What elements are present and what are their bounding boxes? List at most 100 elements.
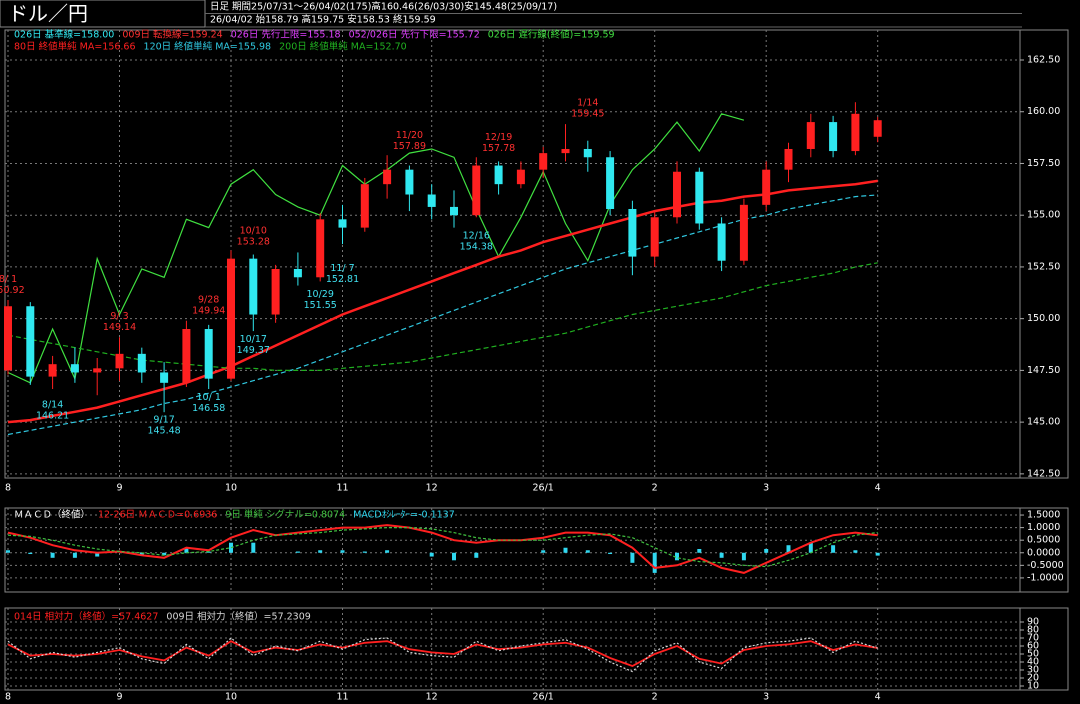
y-tick-label: -1.0000 (1027, 572, 1064, 583)
x-tick-label: 10 (225, 483, 237, 494)
candle-body (93, 368, 102, 373)
legend-entry: 009日 転換線=159.24 (122, 29, 222, 41)
annotation-value: 159.45 (571, 109, 604, 120)
series-line (7, 640, 878, 667)
candle-body (762, 169, 771, 205)
x-tick-label: 26/1 (533, 483, 554, 494)
histogram-bar (28, 552, 33, 555)
annotation-value: 151.55 (304, 300, 337, 311)
x-tick-label: 10 (225, 692, 237, 703)
candle-body (806, 122, 815, 149)
annotation-value: 146.58 (192, 403, 225, 414)
axis-frame (1019, 607, 1069, 691)
y-tick-label: 142.50 (1027, 468, 1060, 479)
candle-body (739, 204, 748, 261)
annotation-value: 153.28 (237, 236, 270, 247)
candle-body (427, 194, 436, 207)
x-tick-label: 3 (763, 483, 769, 494)
candle-body (48, 364, 57, 377)
annotation-value: 146.21 (36, 411, 69, 422)
series-line (7, 179, 878, 424)
annotation-value: 152.81 (326, 274, 359, 285)
y-tick-label: 0.5000 (1027, 535, 1060, 546)
histogram-bar (563, 547, 568, 553)
histogram-bar (139, 552, 144, 556)
candle-body (717, 223, 726, 261)
histogram-bar (853, 550, 858, 553)
y-tick-label: 147.50 (1027, 365, 1060, 376)
x-tick-label: 2 (652, 692, 658, 703)
annotation-date: 12/19 (485, 132, 512, 143)
legend-entry: MACDｵｼﾚｰﾀｰ=-0.1137 (353, 510, 455, 521)
series-line (7, 262, 878, 371)
series-line (7, 113, 745, 384)
candle-body (249, 258, 258, 315)
annotation-value: 157.78 (482, 143, 515, 154)
x-tick-label: 4 (875, 692, 881, 703)
histogram-bar (318, 550, 323, 553)
histogram-bar (72, 552, 77, 558)
x-tick-label: 9 (116, 483, 122, 494)
candle-body (360, 184, 369, 228)
histogram-bar (385, 550, 390, 553)
legend-entry: 014日 相対力（終値）=57.4627 (14, 611, 158, 623)
annotation-date: 12/16 (463, 231, 490, 242)
candle-body (227, 258, 235, 379)
candle-body (338, 219, 347, 228)
candle-body (115, 353, 124, 369)
candle-body (204, 329, 213, 379)
legend-entry: 052/026日 先行下限=155.72 (349, 29, 480, 41)
legend-entry: 200日 終値単純 MA=152.70 (279, 41, 407, 53)
y-tick-label: 162.50 (1027, 55, 1060, 66)
candle-body (583, 148, 592, 158)
annotation-date: 10/17 (240, 334, 267, 345)
y-tick-label: 160.00 (1027, 106, 1060, 117)
x-tick-label: 2 (652, 483, 658, 494)
histogram-bar (452, 552, 456, 561)
histogram-bar (786, 545, 791, 553)
histogram-bar (184, 547, 189, 553)
candle-body (137, 353, 146, 373)
legend-entry: 9日 単純 シグナル=0.8074 (225, 509, 345, 521)
y-tick-label: 0.0000 (1027, 547, 1060, 558)
x-tick-label: 12 (426, 692, 438, 703)
series-line (7, 637, 878, 673)
y-tick-label: 1.5000 (1027, 510, 1060, 521)
y-tick-label: 30 (1027, 665, 1039, 676)
y-tick-label: 155.00 (1027, 210, 1060, 221)
x-tick-label: 11 (336, 483, 348, 494)
legend-entry: 009日 相対力（終値）=57.2309 (166, 611, 310, 623)
x-tick-label: 8 (5, 483, 11, 494)
annotation-value: 150.92 (0, 285, 25, 296)
histogram-bar (875, 552, 880, 556)
y-tick-label: 20 (1027, 673, 1039, 684)
series-line (7, 524, 878, 574)
histogram-bar (6, 550, 10, 553)
annotation-value: 154.38 (460, 242, 493, 253)
histogram-bar (608, 552, 613, 555)
annotation-date: 10/ 1 (197, 392, 221, 403)
candle-body (160, 372, 169, 383)
candle-body (271, 269, 280, 315)
annotation-date: 1/14 (577, 98, 598, 109)
histogram-bar (831, 545, 836, 553)
histogram-bar (764, 548, 769, 553)
annotation-date: 8/ 1 (0, 274, 17, 285)
histogram-bar (206, 551, 211, 553)
candle-body (4, 306, 12, 371)
candle-body (26, 306, 35, 377)
x-tick-label: 12 (426, 483, 438, 494)
annotation-value: 149.94 (192, 305, 225, 316)
candle-body (784, 148, 793, 170)
histogram-bar (95, 552, 100, 557)
legend-entry: 120日 終値単純 MA=155.98 (144, 41, 272, 53)
candle-body (516, 169, 525, 185)
histogram-bar (429, 552, 434, 557)
y-tick-label: 10 (1027, 681, 1039, 692)
annotation-date: 10/29 (307, 289, 334, 300)
candle-body (695, 171, 704, 224)
histogram-bar (362, 551, 367, 553)
histogram-bar (808, 542, 813, 553)
y-tick-label: 80 (1027, 625, 1039, 636)
